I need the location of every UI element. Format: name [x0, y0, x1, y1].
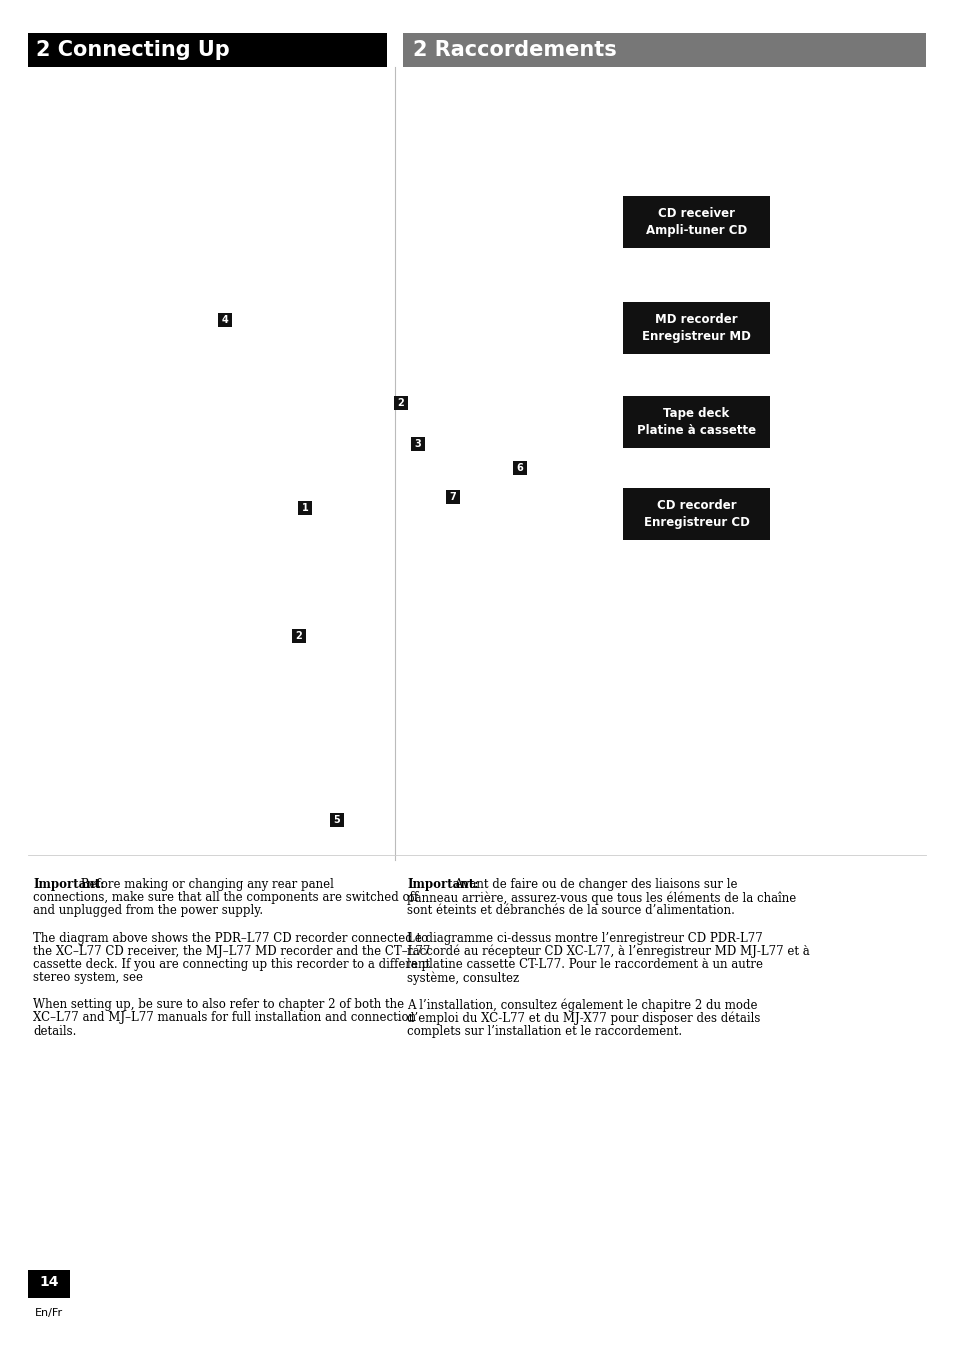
Bar — [0, 80, 953, 840]
Text: stereo system, see: stereo system, see — [33, 971, 147, 984]
Bar — [330, 813, 344, 828]
Text: 5: 5 — [334, 816, 340, 825]
Text: Tape deck
Platine à cassette: Tape deck Platine à cassette — [637, 407, 756, 437]
Text: 14: 14 — [39, 1275, 59, 1289]
Text: 3: 3 — [415, 439, 421, 449]
Bar — [297, 501, 312, 515]
Text: When setting up, be sure to also refer to chapter 2 of both the: When setting up, be sure to also refer t… — [33, 999, 404, 1011]
Text: 1: 1 — [301, 503, 308, 514]
Bar — [28, 1270, 70, 1298]
Bar — [402, 32, 925, 67]
Bar — [28, 32, 387, 67]
Text: Important:: Important: — [33, 878, 105, 891]
Text: XC–L77 and MJ–L77 manuals for full installation and connection: XC–L77 and MJ–L77 manuals for full insta… — [33, 1011, 416, 1024]
Text: 2: 2 — [295, 631, 302, 642]
Text: Avant de faire ou de changer des liaisons sur le: Avant de faire ou de changer des liaison… — [451, 878, 737, 891]
Text: raccordé au récepteur CD XC-L77, à l’enregistreur MD MJ-L77 et à: raccordé au récepteur CD XC-L77, à l’enr… — [407, 945, 809, 958]
Bar — [411, 437, 424, 452]
Text: A l’installation, consultez également le chapitre 2 du mode: A l’installation, consultez également le… — [407, 999, 757, 1012]
Text: 2: 2 — [397, 398, 404, 408]
Text: panneau arrière, assurez-vous que tous les éléments de la chaîne: panneau arrière, assurez-vous que tous l… — [407, 891, 796, 905]
Text: d’emploi du XC-L77 et du MJ-X77 pour disposer des détails: d’emploi du XC-L77 et du MJ-X77 pour dis… — [407, 1011, 760, 1024]
Text: sont éteints et débranchés de la source d’alimentation.: sont éteints et débranchés de la source … — [407, 905, 734, 918]
Text: En/Fr: En/Fr — [35, 1308, 63, 1318]
Text: The diagram above shows the PDR–L77 CD recorder connected to: The diagram above shows the PDR–L77 CD r… — [33, 931, 428, 945]
Bar — [292, 630, 306, 643]
Text: CD receiver
Ampli-tuner CD: CD receiver Ampli-tuner CD — [645, 208, 746, 237]
Bar — [446, 491, 459, 504]
Text: 7: 7 — [449, 492, 456, 501]
Text: the XC–L77 CD receiver, the MJ–L77 MD recorder and the CT–L77: the XC–L77 CD receiver, the MJ–L77 MD re… — [33, 945, 430, 957]
Text: Important:: Important: — [407, 878, 478, 891]
Text: Le diagramme ci-dessus montre l’enregistreur CD PDR-L77: Le diagramme ci-dessus montre l’enregist… — [407, 931, 762, 945]
Text: 2 Raccordements: 2 Raccordements — [413, 40, 616, 61]
Text: details.: details. — [33, 1024, 76, 1038]
Text: MD recorder
Enregistreur MD: MD recorder Enregistreur MD — [641, 313, 750, 342]
Bar — [622, 195, 769, 248]
Text: connections, make sure that all the components are switched off: connections, make sure that all the comp… — [33, 891, 417, 905]
Text: and unplugged from the power supply.: and unplugged from the power supply. — [33, 905, 263, 918]
Bar — [622, 488, 769, 541]
Text: 4: 4 — [221, 315, 228, 325]
Bar — [218, 313, 232, 328]
Bar — [394, 396, 408, 410]
Text: 2 Connecting Up: 2 Connecting Up — [36, 40, 230, 61]
Bar — [513, 461, 526, 474]
Bar — [622, 396, 769, 448]
Bar — [622, 302, 769, 355]
Text: système, consultez: système, consultez — [407, 971, 522, 984]
Text: Before making or changing any rear panel: Before making or changing any rear panel — [77, 878, 334, 891]
Text: complets sur l’installation et le raccordement.: complets sur l’installation et le raccor… — [407, 1024, 681, 1038]
Text: la platine cassette CT-L77. Pour le raccordement à un autre: la platine cassette CT-L77. Pour le racc… — [407, 958, 762, 971]
Text: CD recorder
Enregistreur CD: CD recorder Enregistreur CD — [643, 499, 749, 528]
Text: 6: 6 — [517, 462, 523, 473]
Text: cassette deck. If you are connecting up this recorder to a different: cassette deck. If you are connecting up … — [33, 958, 430, 971]
